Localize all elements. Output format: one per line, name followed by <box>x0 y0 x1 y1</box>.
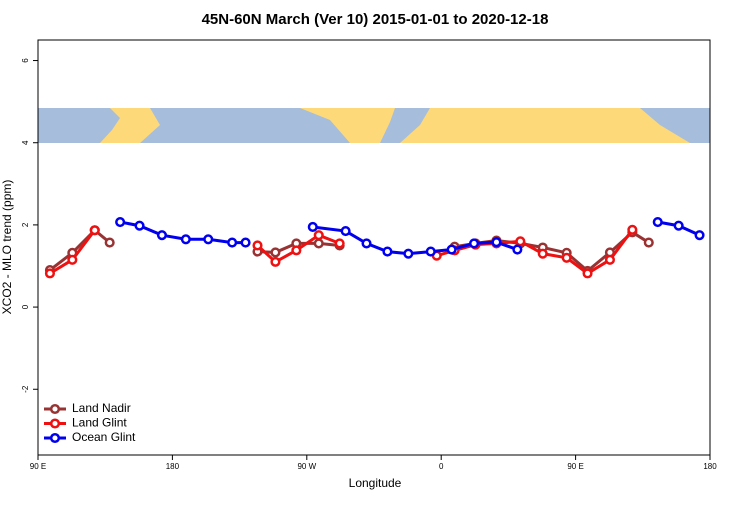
x-tick-label: 90 E <box>30 462 46 471</box>
map-ocean <box>380 108 430 143</box>
x-tick-label: 180 <box>166 462 180 471</box>
y-tick-label: -2 <box>21 385 30 393</box>
data-point <box>270 256 281 267</box>
x-tick-label: 90 W <box>297 462 316 471</box>
legend-label: Land Glint <box>72 416 127 430</box>
map-ocean <box>140 108 350 143</box>
x-axis-label: Longitude <box>349 476 402 490</box>
y-tick-label: 6 <box>21 58 30 63</box>
data-point <box>361 238 372 249</box>
data-point <box>643 237 654 248</box>
data-point <box>340 226 351 237</box>
map-ocean <box>640 108 710 143</box>
legend-label: Land Nadir <box>72 401 131 415</box>
data-point <box>334 238 345 249</box>
data-point <box>180 234 191 245</box>
data-point <box>512 244 523 255</box>
data-point <box>134 220 145 231</box>
data-point <box>491 237 502 248</box>
data-point <box>652 216 663 228</box>
data-point <box>561 252 572 263</box>
x-tick-label: 180 <box>703 462 717 471</box>
data-point <box>582 268 593 279</box>
data-point <box>403 248 414 259</box>
data-point <box>89 225 100 236</box>
data-point <box>604 254 615 265</box>
data-point <box>252 240 263 251</box>
data-point <box>307 221 318 233</box>
data-point <box>104 237 115 248</box>
data-point <box>382 246 393 257</box>
data-point <box>446 244 457 255</box>
map-band <box>38 108 710 143</box>
legend-marker <box>49 418 61 429</box>
data-point <box>313 230 324 241</box>
data-point <box>240 237 251 248</box>
data-point <box>291 245 302 256</box>
legend-marker <box>49 432 61 444</box>
data-point <box>469 238 480 249</box>
data-point <box>203 234 214 245</box>
legend-marker <box>49 403 61 415</box>
data-point <box>115 216 126 228</box>
x-tick-label: 90 E <box>567 462 583 471</box>
data-point <box>627 224 638 235</box>
data-point <box>537 248 548 259</box>
y-tick-label: 2 <box>21 222 30 227</box>
y-axis-label: XCO2 - MLO trend (ppm) <box>0 180 14 315</box>
data-point <box>515 236 526 247</box>
plot-frame <box>37 39 711 456</box>
legend-label: Ocean Glint <box>72 430 136 444</box>
data-point <box>313 238 324 249</box>
data-point <box>673 220 684 231</box>
map-land <box>38 108 710 143</box>
data-point <box>44 268 55 279</box>
data-point <box>156 230 167 241</box>
x-tick-label: 0 <box>439 462 444 471</box>
data-point <box>694 230 705 241</box>
y-tick-label: 0 <box>21 304 30 309</box>
data-point <box>67 254 78 265</box>
data-point <box>270 247 281 258</box>
data-point <box>227 237 238 248</box>
map-ocean <box>38 108 120 143</box>
chart-title: 45N-60N March (Ver 10) 2015-01-01 to 202… <box>202 11 549 28</box>
y-tick-label: 4 <box>21 140 30 145</box>
data-point <box>425 246 436 257</box>
